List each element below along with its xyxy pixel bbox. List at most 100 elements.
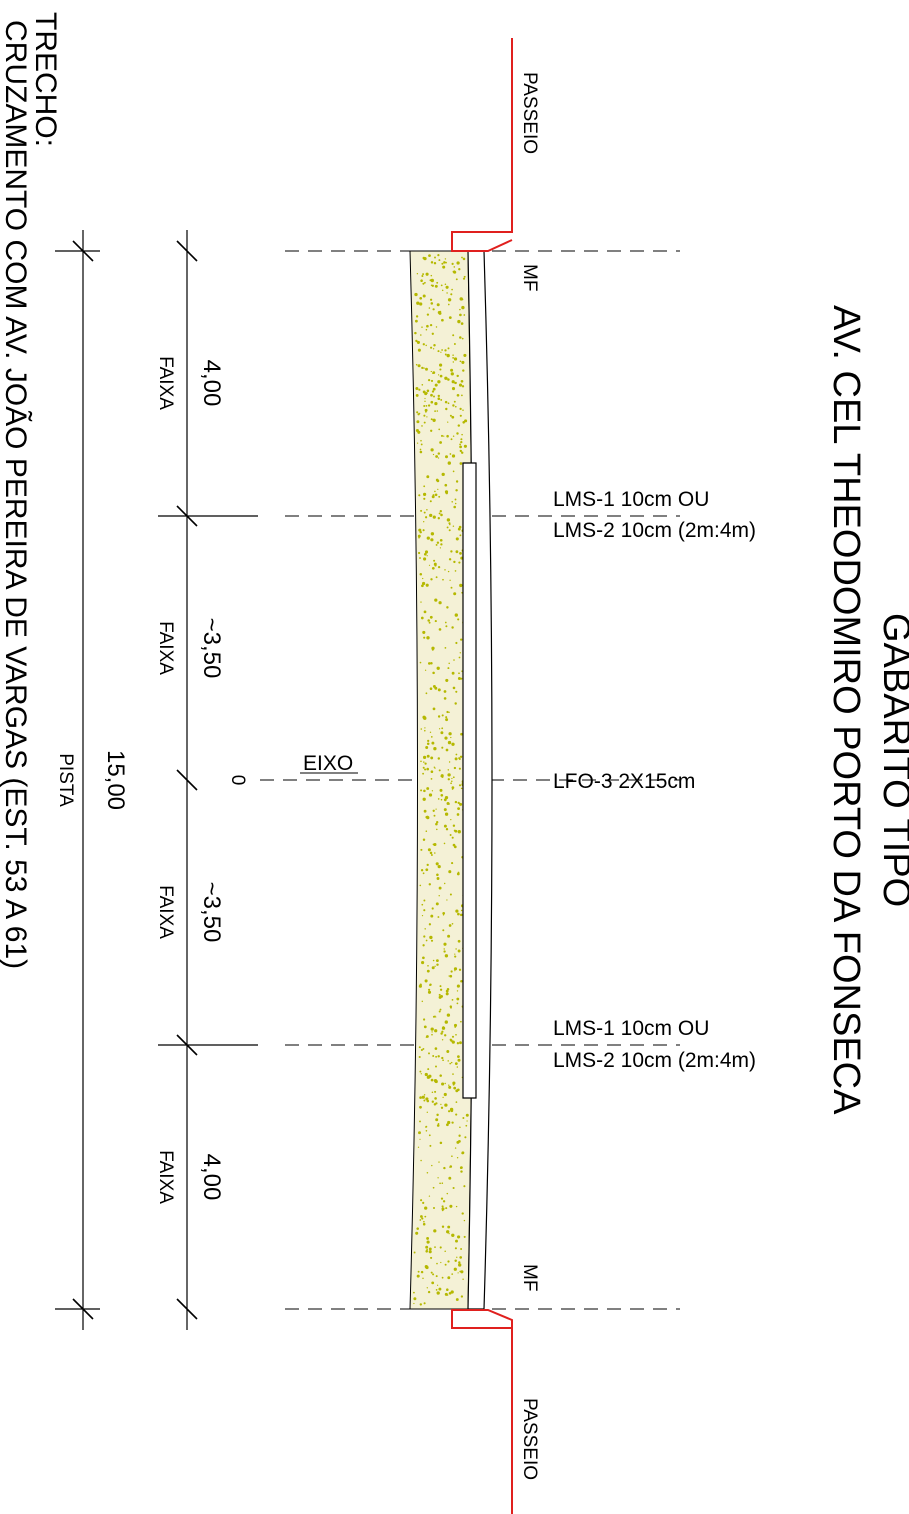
speckle-dot: [442, 578, 444, 581]
speckle-dot: [430, 578, 433, 581]
speckle-dot: [440, 398, 443, 401]
speckle-dot: [426, 1236, 430, 1240]
speckle-dot: [421, 1095, 425, 1099]
speckle-dot: [425, 868, 429, 872]
speckle-dot: [454, 1062, 458, 1065]
speckle-dot: [424, 727, 426, 729]
speckle-dot: [450, 372, 454, 376]
speckle-dot: [440, 1197, 444, 1200]
trecho-label: TRECHO:: [29, 12, 62, 147]
speckle-dot: [450, 1290, 454, 1294]
speckle-dot: [460, 440, 463, 444]
speckle-dot: [440, 1106, 444, 1109]
speckle-dot: [422, 492, 427, 497]
speckle-dot: [428, 923, 432, 926]
speckle-dot: [419, 1138, 421, 1140]
speckle-dot: [463, 444, 467, 448]
speckle-dot: [452, 1081, 456, 1085]
speckle-dot: [449, 1062, 452, 1065]
speckle-dot: [432, 515, 436, 519]
speckle-dot: [431, 332, 434, 335]
speckle-dot: [451, 454, 456, 458]
speckle-dot: [425, 328, 428, 331]
speckle-dot: [451, 626, 454, 629]
speckle-dot: [452, 525, 455, 527]
speckle-dot: [434, 852, 436, 854]
speckle-dot: [444, 1250, 446, 1253]
speckle-dot: [439, 988, 443, 991]
speckle-dot: [429, 298, 433, 301]
speckle-dot: [439, 441, 442, 444]
lfo-label: LFO-3 2X15cm: [553, 770, 695, 793]
speckle-dot: [425, 692, 428, 695]
speckle-dot: [435, 1289, 438, 1291]
speckle-dot: [448, 1176, 452, 1180]
speckle-dot: [421, 1000, 424, 1003]
speckle-dot: [423, 636, 426, 639]
speckle-dot: [424, 768, 427, 771]
speckle-dot: [432, 671, 435, 675]
speckle-dot: [448, 1084, 450, 1086]
speckle-dot: [431, 1100, 434, 1103]
speckle-dot: [458, 656, 461, 659]
speckle-dot: [452, 843, 456, 847]
speckle-dot: [420, 279, 423, 282]
speckle-dot: [460, 909, 463, 912]
speckle-dot: [426, 1171, 429, 1174]
speckle-dot: [436, 821, 439, 824]
speckle-dot: [451, 1233, 455, 1237]
speckle-dot: [424, 281, 426, 284]
speckle-dot: [451, 862, 454, 865]
speckle-dot: [429, 615, 433, 619]
speckle-dot: [438, 1161, 440, 1163]
speckle-dot: [454, 829, 458, 833]
speckle-dot: [447, 1060, 449, 1062]
speckle-dot: [437, 916, 440, 918]
speckle-dot: [419, 530, 422, 534]
speckle-dot: [438, 993, 441, 996]
speckle-dot: [423, 789, 426, 793]
speckle-dot: [422, 273, 425, 276]
speckle-dot: [427, 964, 429, 967]
speckle-dot: [450, 368, 454, 372]
speckle-dot: [423, 521, 425, 523]
speckle-dot: [440, 1261, 442, 1264]
lane-4-width: 4,00: [198, 1154, 225, 1201]
speckle-dot: [453, 1086, 457, 1090]
speckle-dot: [439, 788, 443, 792]
speckle-dot: [441, 472, 445, 477]
speckle-dot: [440, 513, 443, 517]
speckle-dot: [453, 266, 456, 268]
speckle-dot: [415, 393, 419, 397]
speckle-dot: [421, 366, 424, 370]
speckle-dot: [441, 1207, 445, 1211]
lms-bottom-line-1: LMS-1 10cm OU: [553, 1017, 709, 1040]
speckle-dot: [454, 1259, 457, 1263]
speckle-dot: [448, 761, 451, 763]
speckle-dot: [437, 457, 440, 459]
speckle-dot: [416, 420, 420, 424]
speckle-dot: [425, 939, 428, 942]
speckle-dot: [455, 489, 458, 492]
speckle-dot: [419, 302, 423, 306]
speckle-dot: [430, 778, 433, 780]
speckle-dot: [453, 1267, 457, 1271]
speckle-dot: [435, 576, 438, 579]
speckle-dot: [457, 1055, 460, 1058]
speckle-dot: [447, 1120, 451, 1125]
speckle-dot: [451, 777, 453, 780]
speckle-dot: [435, 862, 439, 866]
speckle-dot: [456, 813, 460, 816]
speckle-dot: [458, 672, 460, 675]
speckle-dot: [419, 1105, 422, 1109]
speckle-dot: [437, 380, 441, 384]
speckle-dot: [421, 584, 424, 588]
speckle-dot: [449, 1165, 453, 1168]
lms-top-line-2: LMS-2 10cm (2m:4m): [553, 519, 756, 542]
speckle-dot: [458, 525, 462, 529]
speckle-dot: [460, 980, 463, 983]
speckle-dot: [458, 784, 462, 787]
speckle-dot: [423, 497, 426, 500]
speckle-dot: [423, 1220, 425, 1223]
